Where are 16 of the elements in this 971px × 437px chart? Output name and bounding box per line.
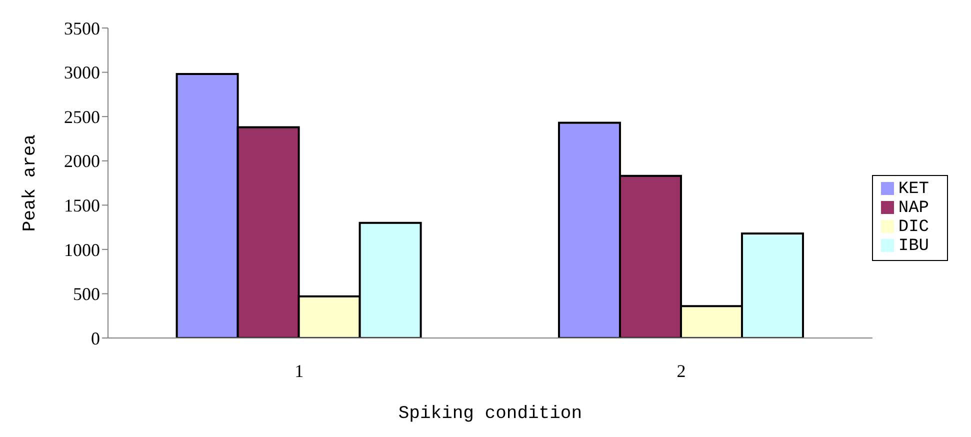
legend-label: NAP — [898, 199, 929, 218]
x-axis-title: Spiking condition — [398, 404, 582, 424]
legend-label: DIC — [898, 218, 929, 237]
y-tick-label: 0 — [91, 328, 100, 348]
y-tick-label: 500 — [73, 284, 100, 304]
legend-label: IBU — [898, 237, 929, 256]
y-tick-label: 2500 — [64, 106, 100, 127]
y-axis-title: Peak area — [20, 134, 40, 232]
y-tick-label: 3500 — [64, 18, 100, 38]
x-tick-label: 2 — [676, 360, 686, 381]
legend-label: KET — [898, 180, 929, 199]
y-tick-label: 1500 — [64, 196, 100, 216]
y-tick-label: 1000 — [64, 240, 100, 260]
y-tick-label: 3000 — [64, 62, 100, 83]
y-tick-label: 2000 — [64, 151, 100, 172]
x-tick-label: 1 — [294, 360, 304, 381]
